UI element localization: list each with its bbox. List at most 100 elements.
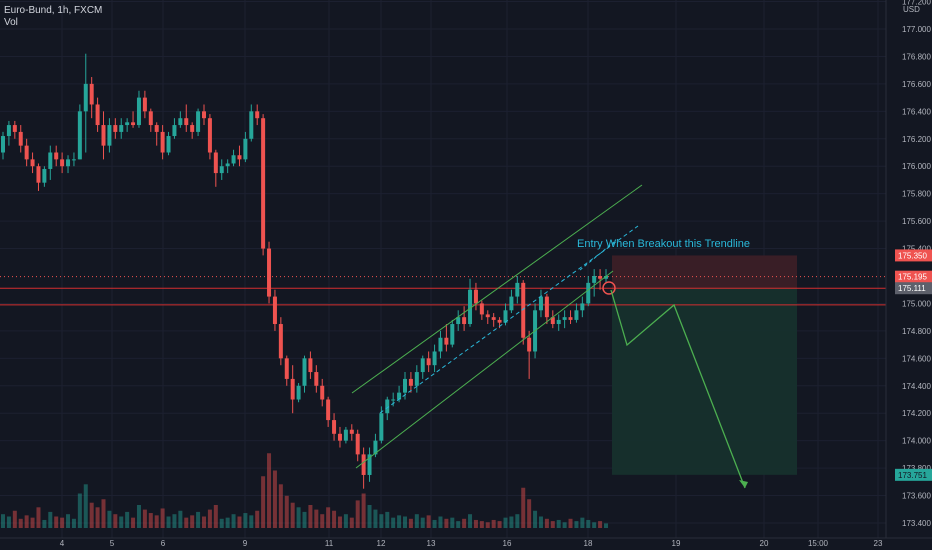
volume-bar [343, 514, 348, 528]
price-tick-label: 176.400 [902, 107, 931, 116]
time-tick-label: 20 [760, 539, 769, 548]
entry-helper-line [579, 241, 615, 271]
candle-body [521, 282, 526, 338]
candle-body [255, 111, 260, 119]
channel-upper-line [351, 184, 643, 394]
candle-body [89, 83, 94, 105]
candle-body [598, 276, 603, 279]
volume-bar [148, 513, 153, 528]
volume-bar [142, 509, 147, 528]
volume-bar [296, 507, 301, 528]
candle-body [527, 337, 532, 352]
candle-body [544, 296, 549, 318]
candle-body [403, 378, 407, 393]
candle-body [101, 125, 106, 146]
candle-body [515, 282, 520, 297]
candle-body [438, 337, 443, 352]
candle-body [95, 104, 100, 126]
candles [1, 53, 608, 489]
price-tick-label: 177.200 [902, 0, 931, 7]
candle-body [462, 317, 467, 325]
volume-bar [408, 518, 413, 528]
candle-body [267, 248, 272, 297]
volume-bar [544, 518, 549, 528]
volume-bar [562, 522, 567, 528]
candle-body [314, 372, 319, 386]
volume-bar [414, 514, 419, 528]
volume-bar [95, 507, 100, 528]
volume-bar [432, 519, 437, 528]
candle-body [604, 276, 608, 279]
volume-bar [107, 510, 112, 528]
candle-body [60, 159, 65, 167]
volume-bar [574, 521, 579, 528]
candle-body [142, 97, 147, 112]
target-bottom-price-tag [895, 468, 932, 481]
time-tick-label: 19 [672, 539, 681, 548]
candle-body [349, 429, 354, 434]
candle-body [36, 166, 41, 183]
candle-body [284, 358, 289, 379]
volume-bar [101, 499, 106, 528]
volume-bar [332, 510, 337, 528]
breakout-circle [602, 281, 616, 295]
price-tick-label: 176.200 [902, 135, 931, 144]
candle-body [160, 131, 165, 153]
volume-label: Vol [4, 17, 18, 28]
volume-bar [385, 511, 390, 528]
volume-bar [219, 518, 224, 528]
candle-body [497, 319, 502, 323]
volume-bar [154, 515, 159, 528]
time-tick-label: 18 [584, 539, 593, 548]
drawings [351, 184, 748, 489]
price-tick-label: 175.800 [902, 190, 931, 199]
time-tick-label: 6 [161, 539, 166, 548]
candle-body [54, 152, 59, 160]
candle-body [66, 159, 71, 167]
price-tick-label: 176.600 [902, 80, 931, 89]
time-tick-label: 5 [110, 539, 115, 548]
volume-bar [521, 487, 526, 528]
volume-bar [261, 476, 266, 528]
candle-body [326, 399, 331, 421]
price-tick-label: 176.800 [902, 52, 931, 61]
volume-bar [533, 510, 538, 528]
volume-bar [184, 517, 189, 528]
volume-bar [592, 522, 597, 528]
last-price-tag [895, 270, 932, 283]
candle-body [308, 358, 313, 373]
candle-body [278, 324, 283, 359]
volume-bar [468, 514, 473, 528]
candle-body [166, 136, 171, 153]
volume-bar [207, 509, 212, 528]
volume-bar [373, 509, 378, 528]
candle-body [556, 319, 561, 325]
volume-bar [136, 505, 141, 528]
candle-body [125, 122, 130, 126]
candle-body [420, 358, 425, 373]
candle-body [202, 111, 206, 119]
candle-body [361, 454, 366, 475]
volume-bar [178, 510, 183, 528]
channel-lower-line [355, 270, 614, 469]
volume-bar [403, 516, 407, 528]
take-profit-zone [612, 288, 797, 475]
volume-bar [550, 521, 555, 528]
price-tick-label: 174.400 [902, 382, 931, 391]
volume-bar [267, 453, 272, 528]
candle-body [367, 454, 372, 475]
volume-bar [438, 516, 443, 528]
volume-bar [349, 517, 354, 528]
candle-body [261, 118, 266, 249]
candle-body [290, 378, 295, 400]
candle-body [373, 440, 378, 455]
candle-body [503, 310, 508, 323]
candle-body [450, 324, 455, 345]
candle-body [231, 155, 236, 164]
candle-body [243, 138, 248, 160]
time-tick-label: 4 [60, 539, 65, 548]
candle-body [302, 358, 307, 386]
volume-bar [272, 470, 277, 528]
volume-bar [48, 511, 53, 528]
